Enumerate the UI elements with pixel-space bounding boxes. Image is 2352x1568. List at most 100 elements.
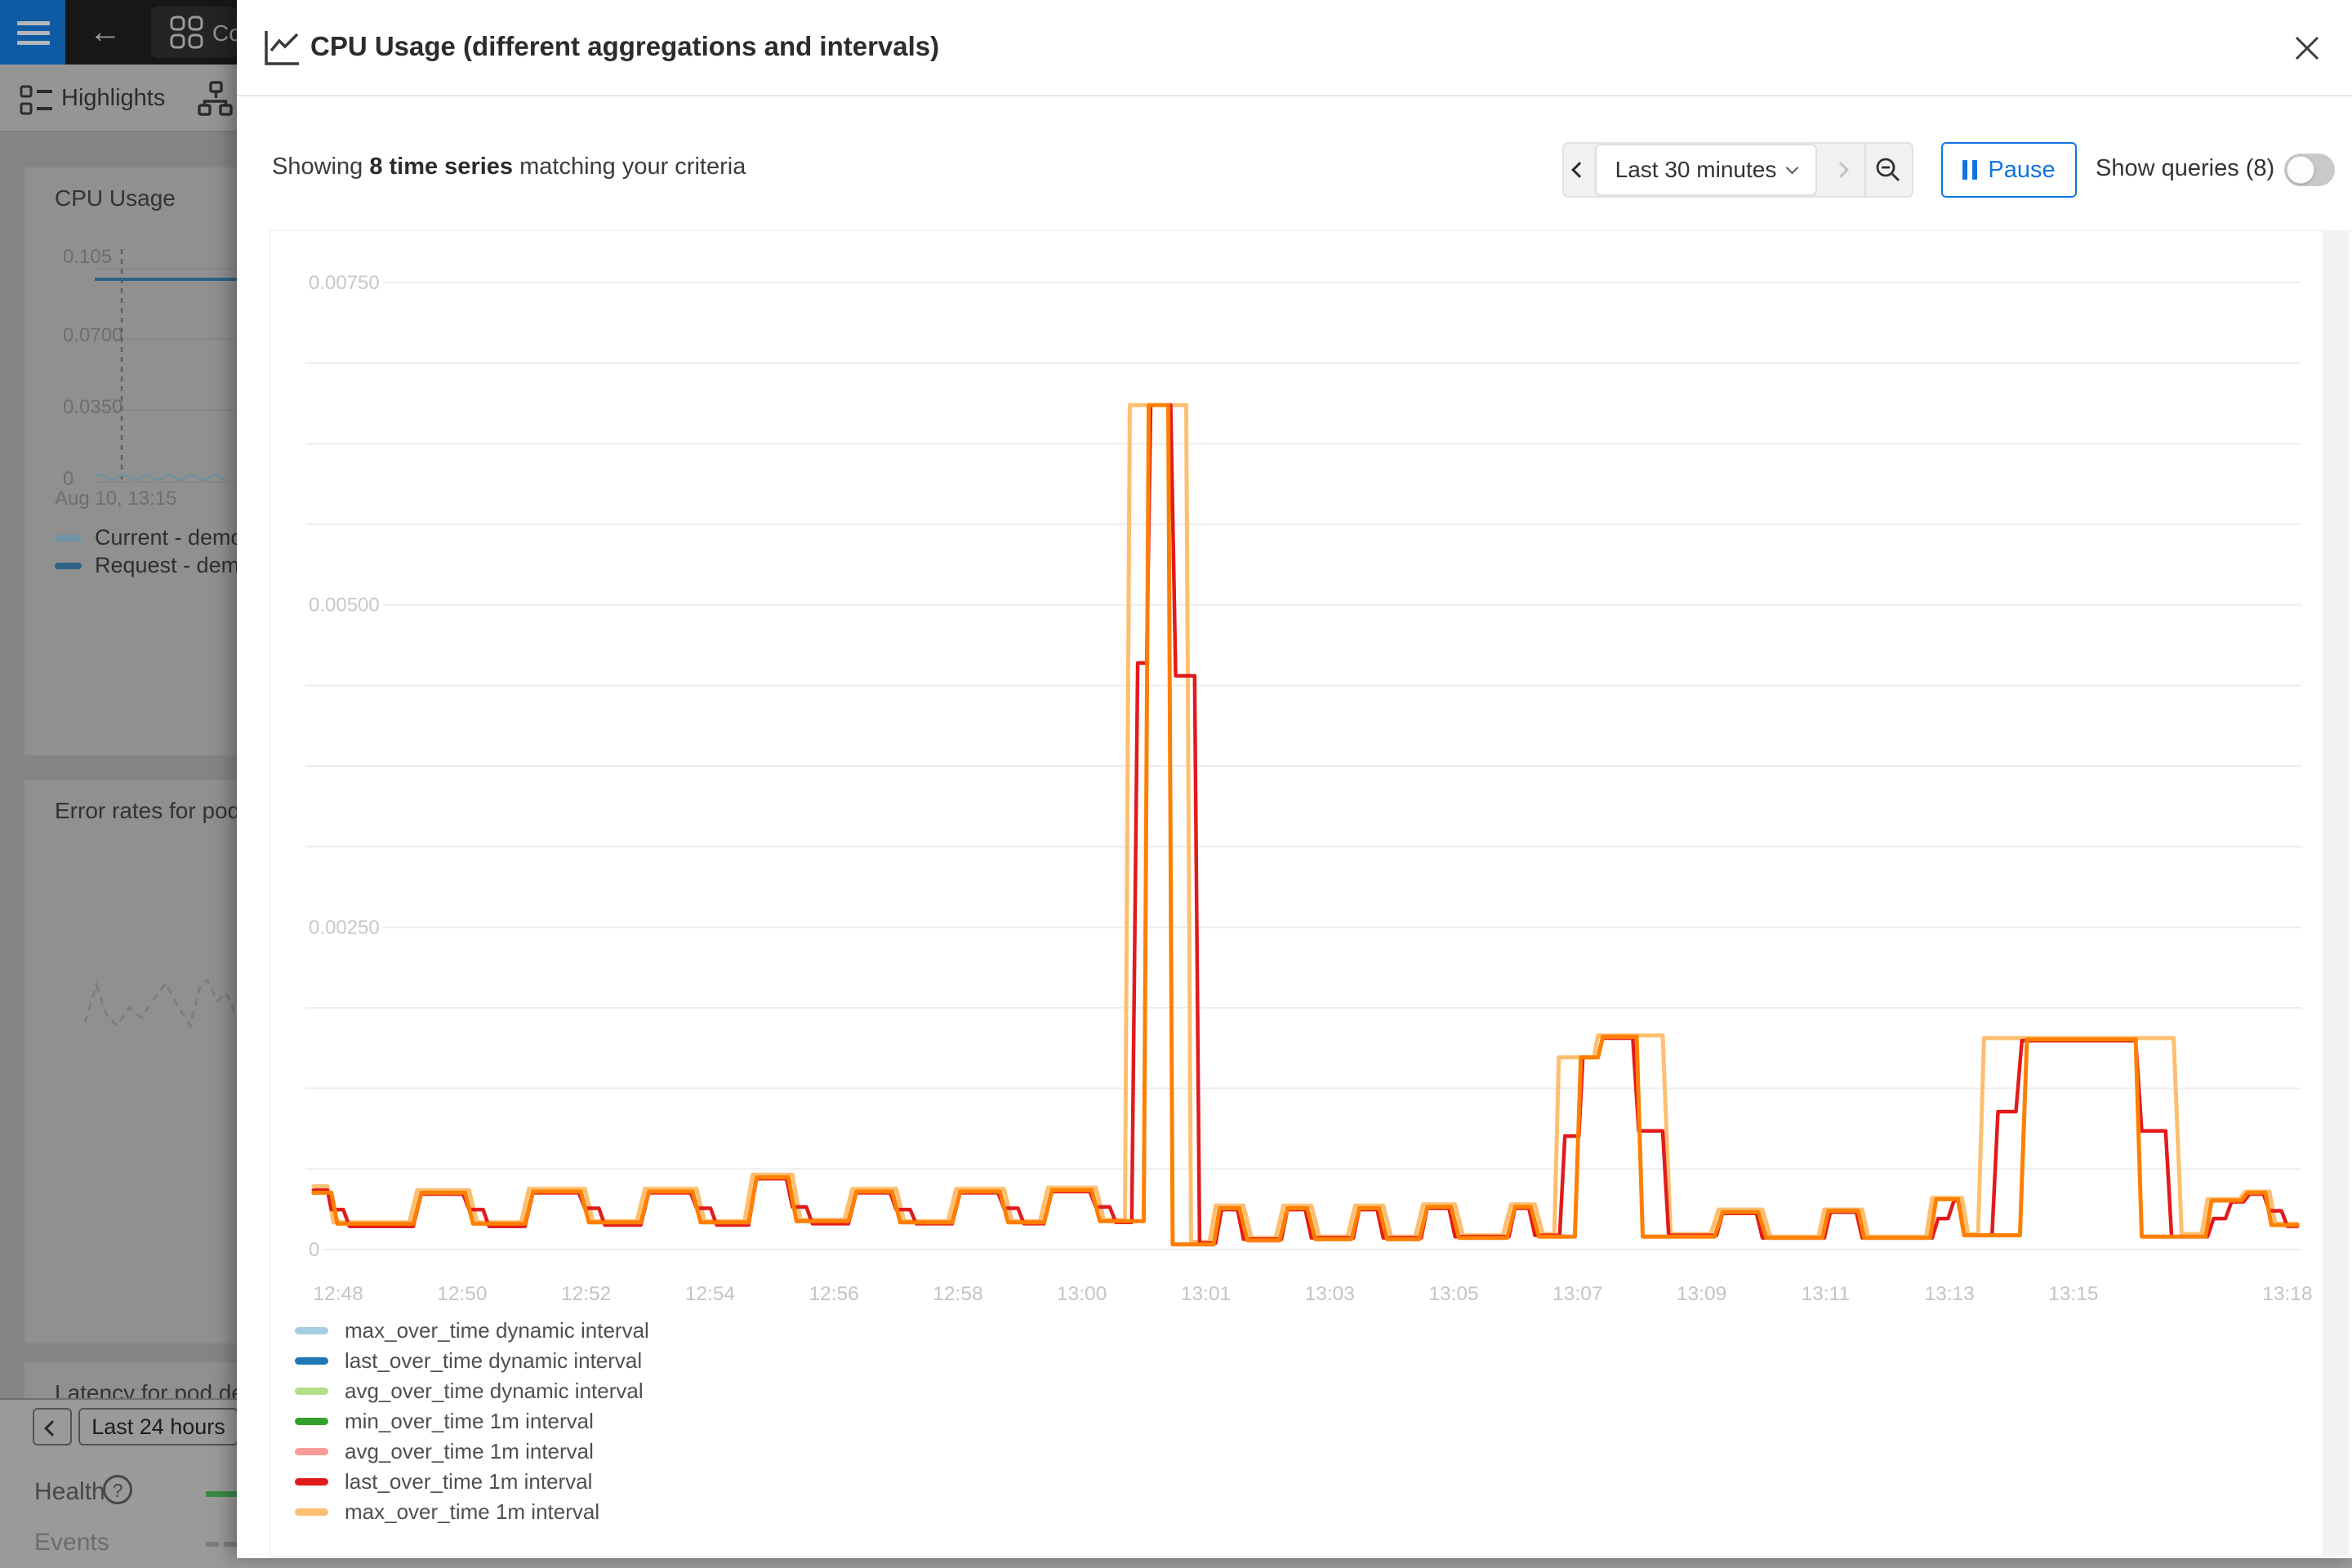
- legend-label: last_over_time dynamic interval: [345, 1348, 643, 1373]
- x-axis-tick: 13:18: [2262, 1283, 2312, 1305]
- pause-label: Pause: [1988, 156, 2056, 183]
- legend-item[interactable]: max_over_time dynamic interval: [295, 1316, 649, 1346]
- pause-icon: [1962, 160, 1978, 180]
- legend-label: min_over_time 1m interval: [345, 1409, 594, 1433]
- health-label: Health: [34, 1478, 105, 1505]
- x-axis-tick: 12:54: [685, 1283, 735, 1305]
- x-axis-tick: 12:50: [437, 1283, 487, 1305]
- legend-swatch: [295, 1388, 328, 1395]
- series-last_over_time 1m interval: [311, 403, 2300, 1245]
- hamburger-icon: [17, 31, 50, 35]
- legend-label: max_over_time dynamic interval: [345, 1318, 649, 1343]
- dashboard-toolbar: Highlights: [0, 65, 237, 132]
- y-tick: 0: [63, 468, 74, 490]
- series-min_over_time dynamic interval: [311, 403, 2300, 1247]
- x-axis-tick: 12:56: [809, 1283, 859, 1305]
- panel-title: Latency for pod de: [55, 1380, 237, 1398]
- x-axis-tick: 13:05: [1428, 1283, 1478, 1305]
- toggle-knob: [2287, 156, 2314, 184]
- time-range-dropdown[interactable]: Last 30 minutes: [1595, 144, 1817, 196]
- cpu-usage-chart[interactable]: 0.00750 0.00500 0.00250 0 12:48 12:50 12:52 12:…: [270, 231, 2352, 1309]
- y-tick: 0.0700: [63, 324, 123, 346]
- chevron-left-icon: [44, 1420, 60, 1437]
- show-queries-label: Show queries (8): [2096, 155, 2275, 181]
- time-range-button[interactable]: Last 24 hours: [78, 1408, 238, 1446]
- panel-title: Error rates for pod c: [55, 798, 258, 823]
- legend-item[interactable]: avg_over_time 1m interval: [295, 1437, 649, 1467]
- x-axis-tick: 13:11: [1802, 1283, 1851, 1305]
- chart-legend: max_over_time dynamic interval last_over_…: [295, 1316, 649, 1527]
- breadcrumb[interactable]: Co: [151, 7, 237, 58]
- legend-swatch: [295, 1448, 328, 1455]
- hamburger-menu-button[interactable]: [0, 0, 65, 65]
- panel-cpu-usage[interactable]: CPU Usage 0.105 0.0700 0.0350 0 Aug 10, …: [24, 167, 252, 755]
- y-axis-tick: 0.00500: [309, 595, 380, 617]
- shift-back-button[interactable]: [1564, 144, 1595, 196]
- legend-label: Request - demo: [95, 553, 252, 577]
- y-tick: 0.105: [63, 246, 113, 268]
- panel-latency[interactable]: Latency for pod de: [24, 1362, 237, 1398]
- events-label: Events: [34, 1529, 109, 1556]
- time-range-value: Last 30 minutes: [1615, 157, 1777, 182]
- chart-card: 0.00750 0.00500 0.00250 0 12:48 12:50 12:52 12:…: [270, 230, 2352, 1557]
- legend-label: last_over_time 1m interval: [345, 1469, 593, 1494]
- shift-forward-button[interactable]: [1817, 144, 1864, 196]
- line-chart-icon: [265, 31, 299, 65]
- y-tick: 0.0350: [63, 396, 123, 418]
- breadcrumb-label: Co: [212, 20, 237, 46]
- legend-swatch: [295, 1327, 328, 1334]
- legend-swatch: [295, 1357, 328, 1365]
- legend-item[interactable]: avg_over_time dynamic interval: [295, 1376, 649, 1406]
- x-axis-tick: 13:03: [1305, 1283, 1355, 1305]
- legend-swatch: [55, 562, 82, 569]
- help-icon[interactable]: ?: [103, 1475, 132, 1504]
- zoom-out-icon: [1876, 158, 1900, 181]
- x-axis-tick: 13:07: [1552, 1283, 1602, 1305]
- events-dash: [206, 1542, 219, 1547]
- legend-swatch: [55, 534, 82, 541]
- pause-button[interactable]: Pause: [1941, 142, 2077, 198]
- zoom-out-button[interactable]: [1864, 144, 1910, 196]
- y-axis-tick: 0.00750: [309, 272, 380, 294]
- close-icon[interactable]: [2288, 29, 2326, 67]
- grid-icon: [170, 16, 203, 49]
- highlights-icon: [20, 85, 52, 115]
- chart-detail-modal: CPU Usage (different aggregations and in…: [237, 0, 2352, 1558]
- mini-chart: [94, 249, 237, 483]
- backdrop-bottom-strip: [237, 1558, 2352, 1568]
- chevron-right-icon: [1833, 162, 1849, 178]
- y-axis-tick: 0: [309, 1239, 319, 1261]
- modal-title: CPU Usage (different aggregations and in…: [310, 31, 940, 61]
- legend-swatch: [295, 1478, 328, 1486]
- tab-highlights[interactable]: Highlights: [61, 85, 166, 111]
- x-axis-tick: 12:48: [313, 1283, 363, 1305]
- series-count: 8 time series: [369, 154, 514, 180]
- mini-legend-item[interactable]: Current - demo-: [55, 525, 251, 550]
- legend-item[interactable]: last_over_time 1m interval: [295, 1467, 649, 1497]
- x-axis-tick: 13:01: [1181, 1283, 1231, 1305]
- panel-title: CPU Usage: [55, 185, 176, 211]
- topology-icon[interactable]: [196, 81, 235, 120]
- back-arrow-icon[interactable]: ←: [89, 14, 122, 50]
- legend-item[interactable]: last_over_time dynamic interval: [295, 1346, 649, 1376]
- time-controls: Last 30 minutes: [1562, 142, 1913, 198]
- panel-error-rates[interactable]: Error rates for pod c: [24, 780, 258, 1343]
- events-dash: [224, 1542, 237, 1547]
- legend-label: avg_over_time 1m interval: [345, 1439, 594, 1463]
- x-axis-tick: 13:00: [1057, 1283, 1107, 1305]
- series-summary: Showing 8 time series matching your crit…: [272, 154, 746, 180]
- previous-range-button[interactable]: [33, 1408, 72, 1446]
- x-axis-tick: 13:09: [1677, 1283, 1726, 1305]
- x-axis-tick: 12:58: [933, 1283, 982, 1305]
- legend-label: Current - demo-: [95, 525, 251, 550]
- y-axis-tick: 0.00250: [309, 916, 380, 938]
- legend-item[interactable]: min_over_time 1m interval: [295, 1406, 649, 1437]
- mini-legend-item[interactable]: Request - demo: [55, 553, 252, 578]
- legend-item[interactable]: max_over_time 1m interval: [295, 1497, 649, 1527]
- show-queries-toggle[interactable]: [2284, 154, 2335, 186]
- chevron-down-icon: [1786, 161, 1799, 174]
- timeline-footer: Last 24 hours Health ? Events: [0, 1398, 238, 1568]
- modal-scrollbar[interactable]: [2323, 230, 2349, 1557]
- legend-swatch: [295, 1418, 328, 1425]
